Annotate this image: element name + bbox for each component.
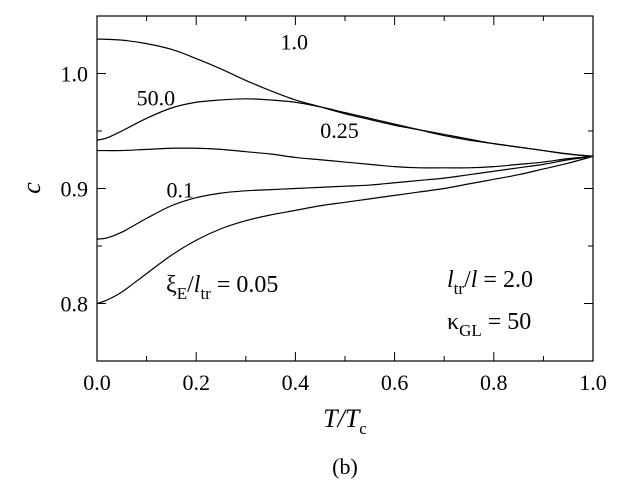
figure-caption: (b) xyxy=(332,454,358,479)
y-tick-label: 1.0 xyxy=(61,62,89,87)
y-tick-label: 0.9 xyxy=(61,177,89,202)
x-tick-label: 0.4 xyxy=(282,370,310,395)
curve-label: 0.25 xyxy=(320,118,359,143)
y-tick-label: 0.8 xyxy=(61,292,89,317)
axis-ticks: 0.0 0.2 0.4 0.6 0.8 1.0 0.8 0.9 1.0 xyxy=(61,16,607,395)
curve-label: 50.0 xyxy=(137,86,176,111)
x-tick-label: 0.8 xyxy=(480,370,508,395)
x-tick-label: 0.6 xyxy=(381,370,409,395)
x-tick-label: 0.2 xyxy=(182,370,210,395)
ltr-ratio-annotation: ltr/l = 2.0 xyxy=(447,267,533,298)
series-line xyxy=(96,155,594,240)
series-line xyxy=(96,98,594,157)
kappa-annotation: κGL = 50 xyxy=(447,309,531,340)
curve-label: 1.0 xyxy=(281,29,309,54)
series-lines xyxy=(96,38,594,305)
series-line xyxy=(96,147,594,169)
series-line xyxy=(96,155,594,305)
curve-label: 0.1 xyxy=(166,178,194,203)
x-axis-label: T/Tc xyxy=(323,404,367,438)
curve-labels: 1.0 50.0 0.25 0.1 xyxy=(137,29,359,202)
x-tick-label: 1.0 xyxy=(579,370,607,395)
x-tick-label: 0.0 xyxy=(83,370,111,395)
xi-annotation: ξE/ltr = 0.05 xyxy=(166,272,278,303)
y-axis-label: c xyxy=(17,182,46,194)
